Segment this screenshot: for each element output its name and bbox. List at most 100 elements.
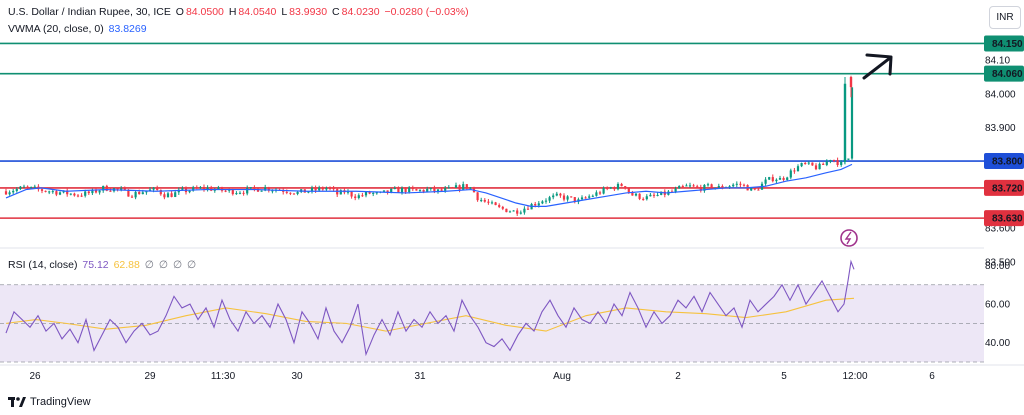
rsi-pane[interactable]: 80.00 60.00 40.00 <box>0 247 1010 363</box>
candle-body <box>130 196 134 198</box>
candle-body <box>501 206 504 209</box>
vwma-legend[interactable]: VWMA (20, close, 0) 83.8269 <box>8 23 149 35</box>
candle-body <box>789 170 792 178</box>
tradingview-brand[interactable]: TradingView <box>8 396 91 408</box>
candle-body <box>602 187 605 194</box>
price-pane[interactable]: 84.10 84.000 83.900 83.600 83.500 84.150 84.06… <box>0 35 1024 268</box>
dividend-event-icon[interactable] <box>840 229 858 247</box>
candle-body <box>483 199 486 202</box>
candle-body <box>318 187 321 191</box>
time-tick-label: 31 <box>414 371 426 382</box>
candle-body <box>76 195 80 197</box>
candle-body <box>55 191 58 195</box>
candle-body <box>469 187 472 189</box>
candle-body <box>206 187 209 190</box>
candle-body <box>105 185 108 191</box>
candle-body <box>512 210 515 212</box>
candle-body <box>706 184 710 186</box>
price-tick-label: 84.10 <box>985 56 1010 67</box>
candle-body <box>134 191 137 198</box>
candle-body <box>321 187 324 190</box>
candle-body <box>148 189 152 191</box>
candle-body <box>181 188 184 190</box>
level-tag <box>984 179 1024 196</box>
price-tick-label: 83.600 <box>985 224 1016 235</box>
candle-body <box>231 189 234 195</box>
candle-body <box>109 190 112 192</box>
candle-body <box>163 194 166 198</box>
candle-body <box>768 177 771 180</box>
candle-body <box>678 186 681 189</box>
candle-body <box>328 188 332 190</box>
rsi-line <box>5 259 855 357</box>
trend-arrow-head-icon <box>865 53 893 76</box>
candle-body <box>541 201 544 204</box>
candle-body <box>544 200 548 202</box>
time-axis[interactable]: 26 29 11:30 30 31 Aug 2 5 12:00 6 <box>0 364 1024 382</box>
candle-body <box>674 188 677 192</box>
candle-body <box>584 197 587 199</box>
time-tick-label: 12:00 <box>842 371 867 382</box>
low-key: L <box>281 6 288 18</box>
candle-body <box>91 189 94 194</box>
candle-body <box>573 197 576 202</box>
candle-body <box>102 185 105 191</box>
time-tick-label: 29 <box>144 371 156 382</box>
candle-body <box>12 190 15 193</box>
candle-body <box>390 188 393 193</box>
candle-body <box>307 191 310 193</box>
candle-body <box>580 197 584 200</box>
candle-body <box>609 187 612 189</box>
candle-body <box>98 190 101 193</box>
rsi-tick-label: 40.00 <box>985 338 1010 349</box>
level-tag <box>984 210 1024 227</box>
candle-body <box>642 198 645 200</box>
rsi-label: RSI (14, close) <box>8 259 78 271</box>
candle-body <box>310 187 314 192</box>
candle-body <box>685 185 688 187</box>
candle-body <box>480 199 483 201</box>
candle-body <box>447 187 450 189</box>
candle-body <box>516 210 519 214</box>
candle-body <box>33 186 36 188</box>
price-tick-label: 83.900 <box>985 123 1016 134</box>
time-tick-label: 30 <box>291 371 303 382</box>
candle-body <box>559 193 562 196</box>
currency-button[interactable]: INR <box>989 6 1021 29</box>
candle-body <box>757 189 760 191</box>
candle-body <box>836 160 839 165</box>
candle-body <box>267 187 270 191</box>
brand-name: TradingView <box>30 396 91 408</box>
candle-body <box>325 188 328 190</box>
candle-body <box>415 189 418 191</box>
rsi-legend[interactable]: RSI (14, close) 75.12 62.88 ∅ ∅ ∅ ∅ <box>8 259 198 271</box>
candle-body <box>195 187 198 189</box>
candle-body <box>433 187 436 192</box>
candle-body <box>699 187 702 191</box>
candle-body <box>69 193 72 195</box>
change-value: −0.0280 (−0.03%) <box>384 6 469 18</box>
price-tick-label: 83.500 <box>985 257 1016 268</box>
candle-body <box>444 188 447 191</box>
candle-body <box>847 158 850 160</box>
candle-body <box>591 195 594 197</box>
candle-body <box>703 184 706 191</box>
candle-body <box>372 192 375 194</box>
candle-body <box>256 188 260 192</box>
candle-body <box>796 166 800 172</box>
symbol-title[interactable]: U.S. Dollar / Indian Rupee, 30, ICE <box>8 6 171 18</box>
candle-body <box>228 189 231 191</box>
candle-body <box>145 190 148 193</box>
candle-body <box>66 190 69 195</box>
candle-body <box>458 185 461 190</box>
candle-body <box>638 193 641 199</box>
candle-body <box>368 191 371 194</box>
candle-body <box>681 186 684 188</box>
candle-body <box>523 208 526 213</box>
candle-body <box>285 191 288 193</box>
trend-arrow-icon <box>862 56 892 80</box>
level-tag <box>984 35 1024 52</box>
candle-body <box>242 192 245 194</box>
candle-body <box>397 188 400 193</box>
candle-body <box>494 202 497 206</box>
